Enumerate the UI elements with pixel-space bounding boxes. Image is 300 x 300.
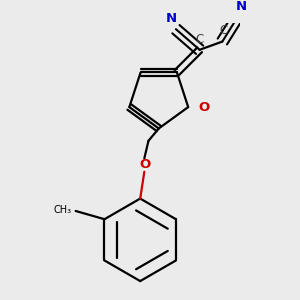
Text: C: C bbox=[219, 24, 227, 38]
Text: N: N bbox=[166, 12, 177, 25]
Text: CH₃: CH₃ bbox=[53, 205, 71, 215]
Text: N: N bbox=[235, 0, 246, 13]
Text: C: C bbox=[196, 33, 204, 46]
Text: O: O bbox=[199, 100, 210, 114]
Text: O: O bbox=[140, 158, 151, 171]
